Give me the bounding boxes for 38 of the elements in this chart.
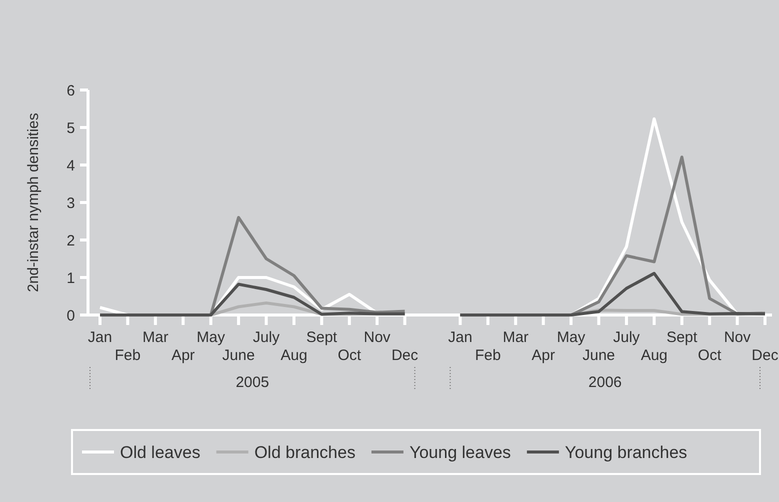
x-tick-label: May xyxy=(196,329,226,346)
y-tick-label: 6 xyxy=(66,82,75,100)
x-tick-label: Nov xyxy=(724,329,752,346)
legend-label: Old leaves xyxy=(120,442,200,462)
x-tick-label: Feb xyxy=(114,347,141,364)
x-tick-label: June xyxy=(582,347,616,364)
legend-label: Young branches xyxy=(564,442,688,462)
x-tick-label: Apr xyxy=(532,347,556,364)
x-tick-label: Apr xyxy=(171,347,195,364)
y-tick-label: 3 xyxy=(66,194,75,212)
x-tick-label: Jan xyxy=(88,329,112,346)
y-tick-label: 4 xyxy=(66,157,75,174)
y-tick-label: 5 xyxy=(66,120,75,137)
x-tick-label: Aug xyxy=(280,347,308,364)
x-tick-label: Sept xyxy=(666,329,698,346)
x-tick-label: Dec xyxy=(391,347,419,364)
x-tick-label: Jan xyxy=(448,329,472,346)
x-tick-label: Oct xyxy=(698,347,722,364)
x-tick-label: July xyxy=(613,329,640,346)
x-tick-label: Feb xyxy=(474,347,501,364)
x-tick-label: June xyxy=(222,347,255,364)
y-tick-label: 1 xyxy=(66,270,75,287)
y-axis-title: 2nd-instar nymph densities xyxy=(25,112,42,292)
text: 2006 xyxy=(588,374,622,391)
x-tick-label: Dec xyxy=(752,347,779,364)
legend-label: Young leaves xyxy=(409,442,511,462)
x-tick-label: Aug xyxy=(640,347,668,364)
x-tick-label: July xyxy=(252,329,280,346)
x-tick-label: May xyxy=(556,329,586,346)
x-tick-label: Oct xyxy=(338,347,362,364)
y-tick-label: 0 xyxy=(66,307,75,324)
x-tick-label: Mar xyxy=(502,329,529,346)
text: 2005 xyxy=(236,374,270,391)
legend-label: Old branches xyxy=(254,442,356,462)
x-tick-label: Mar xyxy=(142,329,168,346)
y-tick-label: 2 xyxy=(66,232,75,250)
x-tick-label: Sept xyxy=(306,329,338,346)
x-tick-label: Nov xyxy=(364,329,391,346)
